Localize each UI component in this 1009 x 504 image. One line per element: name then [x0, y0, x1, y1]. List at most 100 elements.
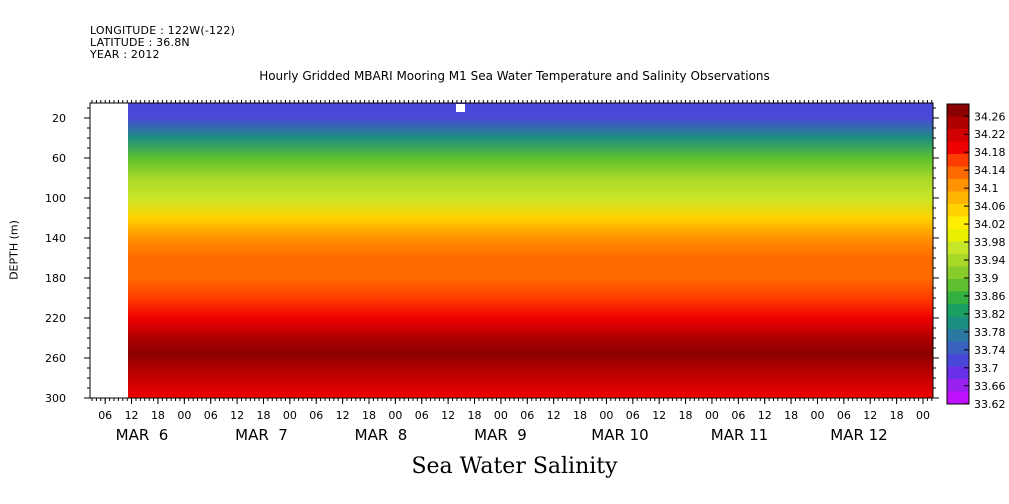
colorbar-swatch	[947, 341, 969, 355]
colorbar-swatch	[947, 279, 969, 292]
x-tick-label: 06	[731, 409, 745, 422]
y-tick-label: 140	[45, 232, 66, 245]
y-tick-label: 60	[52, 152, 66, 165]
colorbar-swatch	[947, 104, 969, 117]
colorbar-label: 34.06	[974, 200, 1006, 213]
x-tick-label: 06	[837, 409, 851, 422]
colorbar-swatch	[947, 329, 969, 342]
colorbar-swatch	[947, 304, 969, 317]
colorbar-swatch	[947, 116, 969, 130]
x-tick-label: 06	[520, 409, 534, 422]
x-tick-label: 00	[177, 409, 191, 422]
x-tick-label: 18	[679, 409, 693, 422]
y-tick-label: 300	[45, 392, 66, 405]
y-tick-label: 20	[52, 112, 66, 125]
colorbar-label: 34.26	[974, 110, 1006, 123]
x-tick-label: 00	[283, 409, 297, 422]
colorbar-swatch	[947, 241, 969, 255]
x-tick-label: 06	[98, 409, 112, 422]
colorbar-swatch	[947, 354, 969, 367]
x-date-label: MAR 10	[591, 426, 648, 444]
latitude-label: LATITUDE : 36.8N	[90, 36, 190, 49]
x-tick-label: 18	[573, 409, 587, 422]
colorbar-label: 33.74	[974, 344, 1006, 357]
x-date-label: MAR 12	[830, 426, 887, 444]
x-tick-label: 06	[309, 409, 323, 422]
colorbar-label: 33.98	[974, 236, 1006, 249]
x-tick-label: 18	[151, 409, 165, 422]
colorbar-swatch	[947, 229, 969, 242]
x-tick-label: 12	[230, 409, 244, 422]
x-tick-label: 00	[494, 409, 508, 422]
x-tick-label: 12	[547, 409, 561, 422]
x-date-label: MAR 11	[711, 426, 768, 444]
plot-frame	[89, 102, 934, 399]
colorbar-swatch	[947, 179, 969, 192]
colorbar-label: 34.18	[974, 146, 1006, 159]
colorbar-swatch	[947, 391, 969, 405]
x-tick-label: 06	[415, 409, 429, 422]
x-date-label: MAR 6	[116, 426, 169, 444]
x-date-label: MAR 7	[235, 426, 288, 444]
x-tick-label: 12	[863, 409, 877, 422]
x-date-label: MAR 8	[355, 426, 408, 444]
x-tick-label: 12	[652, 409, 666, 422]
plot-area	[89, 100, 934, 401]
x-axis: 06 12 18 00 06 12 18 00 06 12 18 00 06 12 18 00 06 12 18 00…	[98, 398, 930, 444]
colorbar-label: 33.94	[974, 254, 1006, 267]
year-label: YEAR : 2012	[90, 48, 160, 61]
x-date-label: MAR 9	[474, 426, 527, 444]
colorbar-swatch	[947, 254, 969, 267]
x-tick-label: 18	[468, 409, 482, 422]
x-tick-label: 12	[336, 409, 350, 422]
salinity-field	[128, 103, 933, 398]
colorbar-frame	[946, 103, 970, 405]
colorbar-swatch	[947, 316, 969, 330]
x-tick-label: 12	[125, 409, 139, 422]
colorbar-label: 33.82	[974, 308, 1006, 321]
colorbar-swatch	[947, 291, 969, 305]
y-tick-label: 100	[45, 192, 66, 205]
y-tick-label: 220	[45, 312, 66, 325]
x-tick-label: 00	[916, 409, 930, 422]
x-tick-label: 18	[890, 409, 904, 422]
colorbar-label: 33.78	[974, 326, 1006, 339]
colorbar-label: 34.02	[974, 218, 1006, 231]
colorbar-label: 33.66	[974, 380, 1006, 393]
colorbar-swatch	[947, 166, 969, 180]
colorbar-swatch	[947, 154, 969, 167]
colorbar-label: 33.86	[974, 290, 1006, 303]
colorbar-swatch	[947, 379, 969, 392]
colorbar-label: 34.1	[974, 182, 999, 195]
colorbar-swatch	[947, 141, 969, 155]
chart-title: Hourly Gridded MBARI Mooring M1 Sea Wate…	[259, 69, 770, 83]
y-tick-label: 260	[45, 352, 66, 365]
colorbar-label: 33.9	[974, 272, 999, 285]
x-tick-label: 12	[441, 409, 455, 422]
longitude-label: LONGITUDE : 122W(-122)	[90, 24, 236, 37]
missing-data-cell	[456, 104, 465, 112]
colorbar-swatch	[947, 266, 969, 280]
x-tick-label: 06	[204, 409, 218, 422]
x-tick-label: 00	[599, 409, 613, 422]
colorbar-label: 34.22	[974, 128, 1006, 141]
y-axis: 20 60 100 140 180 220 260 300	[45, 107, 939, 405]
colorbar: 34.26 34.22 34.18 34.14 34.1 34.06 34.02 33.98 3…	[946, 103, 1006, 411]
colorbar-swatch	[947, 191, 969, 205]
colorbar-label: 34.14	[974, 164, 1006, 177]
colorbar-label: 33.62	[974, 398, 1006, 411]
x-tick-label: 00	[705, 409, 719, 422]
colorbar-swatch	[947, 216, 969, 230]
colorbar-swatch	[947, 366, 969, 380]
x-tick-label: 06	[626, 409, 640, 422]
y-tick-label: 180	[45, 272, 66, 285]
x-tick-label: 12	[758, 409, 772, 422]
colorbar-swatch	[947, 204, 969, 217]
colorbar-label: 33.7	[974, 362, 999, 375]
x-tick-label: 18	[362, 409, 376, 422]
colorbar-swatch	[947, 129, 969, 142]
no-data-region	[90, 103, 128, 398]
x-tick-label: 18	[784, 409, 798, 422]
x-tick-label: 18	[256, 409, 270, 422]
